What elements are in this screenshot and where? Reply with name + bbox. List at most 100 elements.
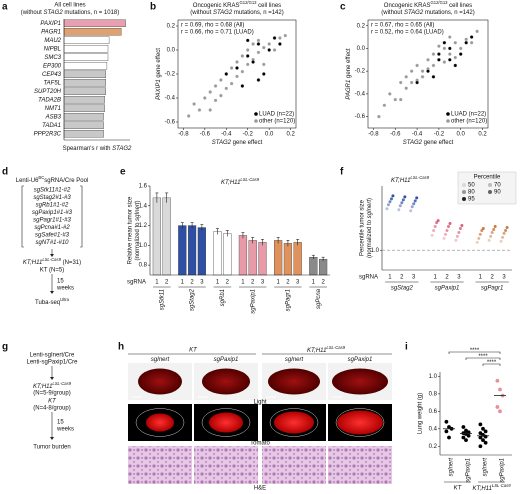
readout-label: Tuba-seqUltra (35, 297, 70, 306)
panel-subtitle-part: STAG2 (213, 10, 233, 16)
point (420, 69, 425, 74)
group-label: sgStag2 (391, 286, 414, 292)
legend-swatch (446, 119, 450, 123)
x-tick-label: sgInert (483, 458, 489, 477)
percentile-dot (386, 203, 390, 207)
percentile-dot (412, 202, 416, 206)
sgrna-label: 1 (276, 280, 280, 286)
point (245, 62, 250, 67)
mouse-label-part: KT;H11 (33, 384, 52, 390)
percentile-dot (388, 200, 392, 204)
y-tick-label: 0.8 (139, 263, 148, 269)
x-axis-label: STAG2 gene effect (212, 140, 263, 146)
x-tick-label: -0.8 (368, 132, 379, 138)
point (453, 40, 458, 45)
mouse-label-part: LSL-Cas9 (52, 381, 71, 386)
point (498, 409, 502, 414)
percentile-dot (444, 232, 447, 236)
legend-label: 80 (468, 190, 475, 196)
panel-title-part: LSL-Cas9 (240, 177, 259, 182)
x-axis-label-part: gene effect (231, 140, 263, 146)
point (420, 74, 425, 79)
y-tick-label: 1.2 (139, 223, 148, 229)
percentile-dot (477, 236, 481, 240)
panel-title-part: LSL-Cas9 (410, 175, 429, 180)
mouse-label: KT;H11LSL-Cas9 (N=31) (23, 257, 81, 266)
percentile-dot (413, 199, 417, 203)
y-tick-label: -0.6 (165, 120, 176, 126)
point (224, 72, 229, 76)
panel-title-part: KT;H11 (221, 180, 240, 186)
point (483, 434, 488, 439)
legend-label: LUAD (n=22) (451, 112, 486, 118)
point (272, 36, 277, 40)
point (272, 48, 277, 52)
sgrna-label: 2 (445, 275, 449, 281)
panel-title-part: G12/G13 (431, 0, 449, 5)
x-axis-label: Spearman's r with STAG2 (63, 146, 132, 152)
percentile-dot (400, 201, 404, 205)
percentile-dot (499, 239, 503, 243)
bar (213, 231, 222, 276)
panel-title-part: Oncogenic KRAS (193, 3, 240, 9)
point (213, 84, 218, 88)
group-label: sgPagr1 (481, 286, 503, 292)
point (377, 114, 381, 119)
x-tick-label: -0.6 (200, 132, 211, 138)
x-axis-label-part: gene effect (422, 140, 454, 146)
point (256, 78, 261, 82)
column-label-part: sgInert (285, 357, 304, 363)
y-axis-label: (normalized to sgInert) (135, 200, 141, 260)
legend-label: 95 (468, 197, 475, 203)
lung-light (202, 368, 250, 395)
y-tick-label: 0.8 (429, 391, 438, 397)
percentile-dot (501, 235, 505, 239)
point (447, 435, 451, 440)
y-axis-label: Percentile tumor size (360, 199, 366, 256)
x-axis-label-part: STAG2 (112, 146, 132, 152)
lung-outline (135, 408, 185, 437)
y-tick-label: 0.2 (167, 24, 176, 30)
percentile-dot (490, 230, 494, 234)
gene-label: SUPT20H (34, 89, 62, 95)
percentile-dot (401, 198, 405, 202)
y-axis-label: Lung weight (g) (418, 393, 424, 434)
time-label: weeks (56, 286, 74, 292)
panel-label: b (150, 2, 156, 13)
x-tick-label: 0.0 (265, 132, 274, 138)
mouse-label-part: LSL-Cas9 (42, 257, 61, 262)
point (458, 46, 463, 51)
gene-label: NMT1 (45, 106, 61, 112)
y-tick-label: 0.2 (357, 23, 366, 29)
bar (63, 121, 104, 129)
point (426, 57, 430, 62)
percentile-dot (492, 227, 496, 231)
y-tick-label: -0.4 (355, 91, 366, 97)
point (469, 40, 474, 45)
gene-label: PAXIP1 (40, 21, 61, 27)
bar (63, 28, 122, 36)
x-tick-label: 0.2 (286, 132, 295, 138)
legend-swatch (488, 183, 492, 187)
point (202, 96, 207, 100)
column-label-part: sgPaxip1 (348, 357, 373, 363)
point (409, 69, 414, 74)
percentile-dot (458, 226, 462, 230)
point (261, 45, 266, 50)
legend-label: 90 (494, 190, 501, 196)
percentile-dot (455, 234, 459, 238)
sgrna-label: 2 (400, 275, 404, 281)
genotype-label: KT (189, 348, 198, 354)
legend-swatch (462, 183, 466, 187)
point (464, 438, 468, 443)
point (245, 54, 250, 58)
bar (293, 242, 302, 276)
point (475, 29, 479, 34)
mouse-label: KT (48, 399, 57, 405)
column-label: sgPaxip1 (348, 357, 373, 363)
lung-outline (269, 408, 319, 437)
y-axis-label-part: PAGR1 (346, 80, 352, 100)
panel-title-part: cell lines (448, 3, 473, 9)
percentile-dot (481, 226, 485, 230)
percentile-dot (442, 236, 446, 240)
